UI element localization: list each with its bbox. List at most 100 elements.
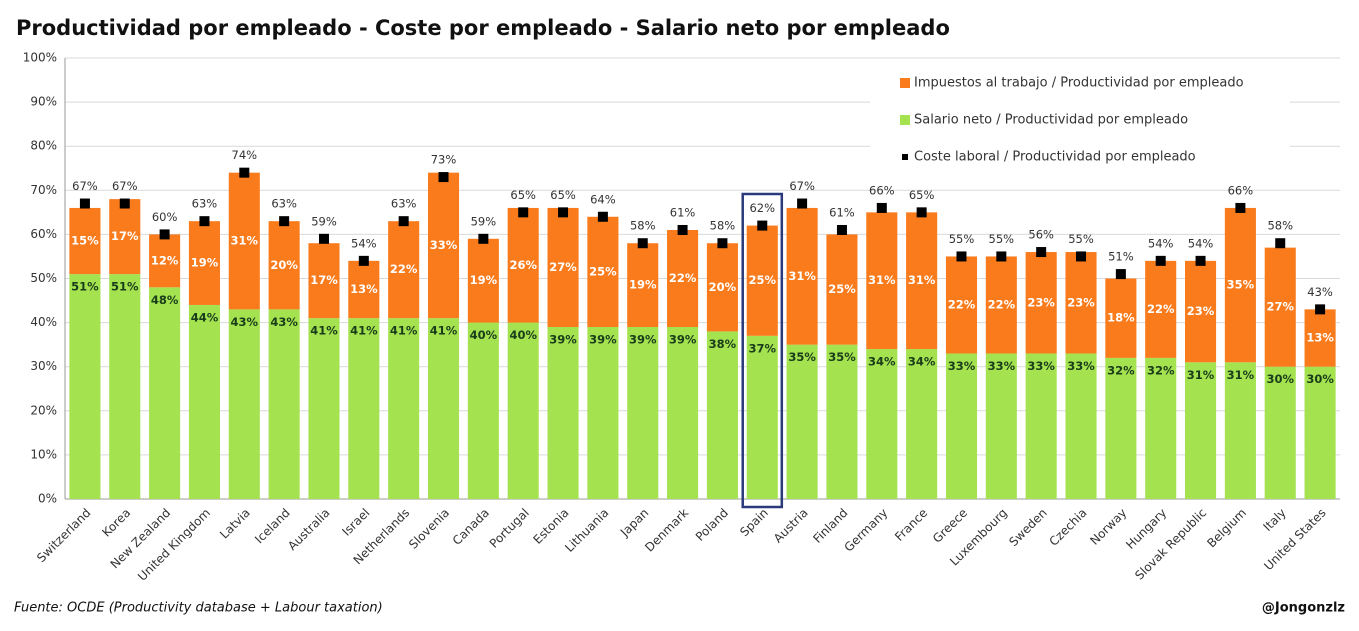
y-tick-label: 50% [30, 271, 57, 285]
total-marker [79, 198, 90, 209]
bar-segment [308, 318, 340, 499]
total-marker [1115, 269, 1126, 280]
total-label: 65% [550, 188, 576, 202]
y-tick-label: 30% [30, 359, 57, 373]
total-label: 61% [670, 205, 696, 219]
bar-segment [985, 353, 1017, 499]
bar-segment [587, 327, 619, 499]
x-tick-label: Belgium [1204, 506, 1249, 551]
total-label: 43% [1307, 285, 1333, 299]
segment-label: 31% [868, 273, 896, 287]
total-label: 65% [909, 188, 935, 202]
x-tick-label: Sweden [1006, 506, 1049, 549]
x-tick-label: Denmark [642, 506, 691, 555]
x-tick-label: Italy [1261, 506, 1289, 534]
x-tick-label: Latvia [217, 506, 253, 542]
x-tick-label: United Kingdom [135, 506, 213, 584]
bar-segment [1105, 278, 1137, 358]
bar-segment [109, 274, 141, 499]
bar-segment [69, 274, 101, 499]
segment-label: 39% [589, 333, 617, 347]
bar-segment [985, 256, 1017, 354]
legend-box [870, 64, 1290, 176]
segment-label: 39% [629, 333, 657, 347]
y-tick-label: 40% [30, 315, 57, 329]
total-label: 58% [710, 219, 736, 233]
y-tick-label: 0% [38, 492, 57, 506]
total-label: 58% [630, 219, 656, 233]
bar-segment [906, 212, 938, 350]
segment-label: 38% [709, 337, 737, 351]
credit: @Jongonzlz [1262, 601, 1345, 616]
y-tick-label: 20% [30, 403, 57, 417]
chart-title: Productividad por empleado - Coste por e… [16, 16, 950, 40]
total-label: 59% [311, 214, 337, 228]
segment-label: 35% [1227, 278, 1255, 292]
x-tick-label: Slovak Republic [1132, 506, 1209, 583]
total-marker [597, 211, 608, 222]
total-marker [1155, 255, 1166, 266]
bar-segment [1065, 353, 1097, 499]
bar-segment [507, 322, 539, 499]
bar-segment [667, 327, 699, 499]
legend-label: Impuestos al trabajo / Productividad por… [914, 76, 1244, 91]
segment-label: 25% [828, 282, 856, 296]
x-tick-label: Slovenia [406, 506, 452, 552]
total-marker [757, 220, 768, 231]
bar-segment [1304, 366, 1336, 499]
segment-label: 33% [430, 238, 458, 252]
segment-label: 41% [390, 324, 418, 338]
total-marker [558, 207, 569, 218]
segment-label: 40% [470, 328, 498, 342]
total-marker [239, 167, 250, 178]
total-marker [398, 216, 409, 227]
segment-label: 19% [191, 256, 219, 270]
bar-segment [627, 243, 659, 328]
segment-label: 19% [470, 273, 498, 287]
x-tick-label: Spain [737, 506, 771, 540]
bar-segment [866, 212, 898, 350]
total-marker [358, 255, 369, 266]
total-label: 55% [949, 232, 975, 246]
total-marker [1076, 251, 1087, 262]
total-label: 51% [1108, 250, 1134, 264]
segment-label: 22% [669, 271, 697, 285]
bar-segment [706, 243, 738, 332]
total-label: 55% [1068, 232, 1094, 246]
x-tick-label: Australia [285, 506, 332, 553]
total-label: 61% [829, 205, 855, 219]
x-tick-label: Portugal [487, 506, 532, 551]
y-tick-label: 70% [30, 183, 57, 197]
segment-label: 22% [948, 297, 976, 311]
segment-label: 30% [1266, 372, 1294, 386]
total-label: 56% [1028, 228, 1054, 242]
segment-label: 20% [709, 280, 737, 294]
bar-segment [786, 344, 818, 499]
x-tick-label: Iceland [252, 506, 293, 547]
segment-label: 23% [1067, 295, 1095, 309]
bar-segment [388, 318, 420, 499]
bar-segment [1224, 362, 1256, 499]
bar-segment [746, 225, 778, 336]
bar-segment [228, 309, 260, 499]
segment-label: 33% [1067, 359, 1095, 373]
total-label: 62% [749, 201, 775, 215]
x-tick-label: Austria [771, 506, 811, 546]
total-marker [637, 238, 648, 249]
legend-label: Coste laboral / Productividad por emplea… [914, 150, 1196, 165]
bar-segment [945, 256, 978, 354]
y-tick-label: 90% [30, 95, 57, 109]
segment-label: 30% [1306, 372, 1334, 386]
segment-label: 48% [151, 293, 179, 307]
total-label: 64% [590, 192, 616, 206]
bar-segment [1304, 309, 1336, 367]
segment-label: 41% [430, 324, 458, 338]
total-marker [916, 207, 927, 218]
bar-segment [786, 207, 818, 345]
total-label: 74% [232, 148, 258, 162]
total-marker [518, 207, 529, 218]
total-label: 59% [471, 214, 497, 228]
bar-segment [1105, 357, 1137, 499]
bar-segment [188, 304, 220, 499]
bar-segment [866, 349, 898, 499]
